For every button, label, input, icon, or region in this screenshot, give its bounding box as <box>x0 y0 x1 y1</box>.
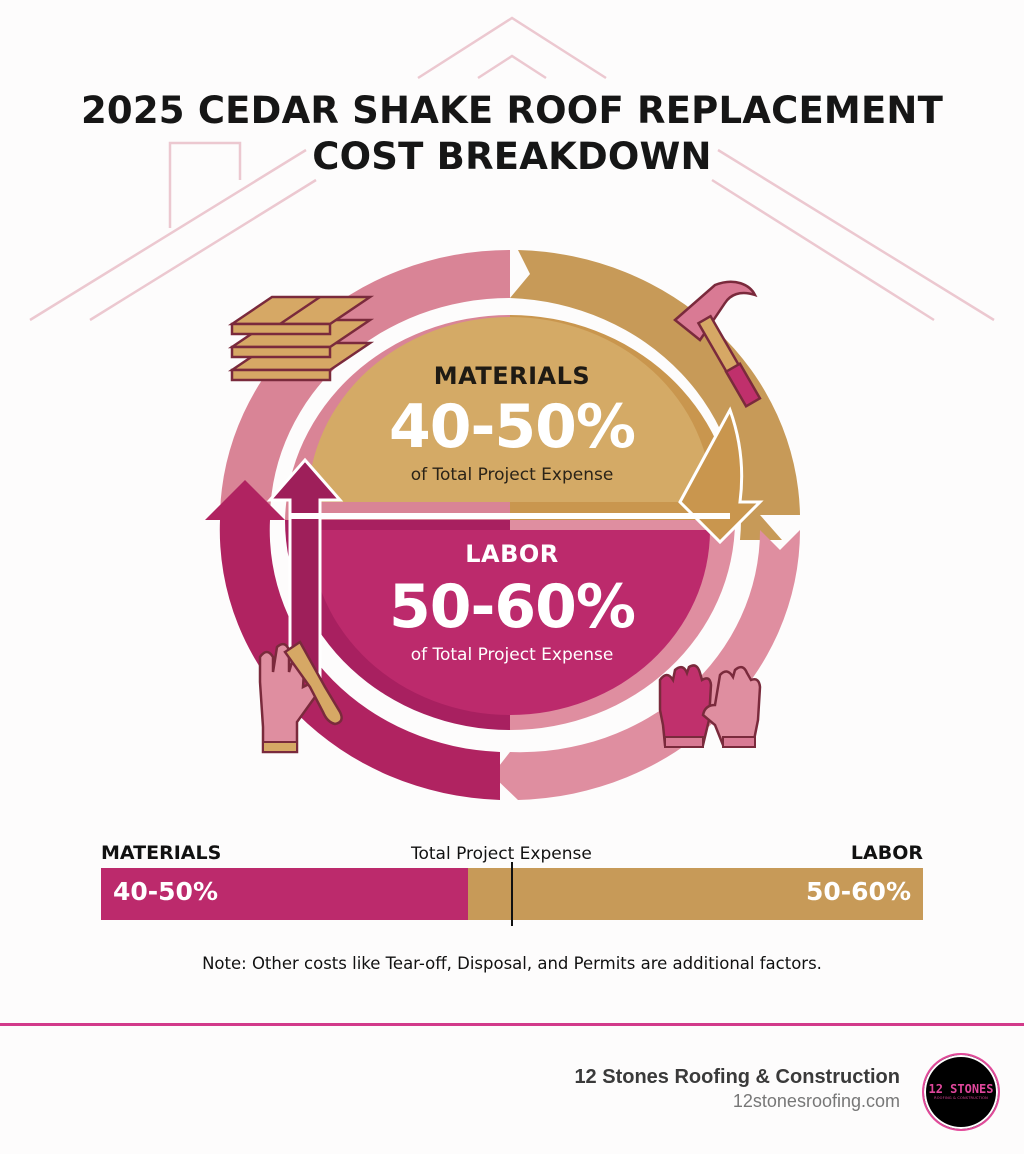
materials-subtext: of Total Project Expense <box>410 465 614 485</box>
company-logo: 12 STONES ROOFING & CONSTRUCTION <box>922 1053 1000 1131</box>
bar-materials-segment: 40-50% <box>101 868 468 920</box>
materials-percent: 40-50% <box>388 392 636 462</box>
labor-percent: 50-60% <box>388 572 636 642</box>
logo-subtext: ROOFING & CONSTRUCTION <box>934 1096 988 1100</box>
house-outline-background <box>29 16 995 322</box>
bar-materials-value: 40-50% <box>113 877 219 906</box>
expense-bar-chart: MATERIALS Total Project Expense LABOR 40… <box>101 838 923 926</box>
footnote: Note: Other costs like Tear-off, Disposa… <box>202 954 822 973</box>
inner-circle <box>266 315 764 730</box>
company-name: 12 Stones Roofing & Construction <box>574 1066 900 1088</box>
title-line-1: 2025 CEDAR SHAKE ROOF REPLACEMENT <box>80 89 944 132</box>
cost-donut-chart <box>205 250 801 800</box>
company-url[interactable]: 12stonesroofing.com <box>732 1091 900 1111</box>
materials-segment <box>308 317 712 502</box>
gloved-hand-with-tool-icon <box>258 640 343 754</box>
bar-total-label: Total Project Expense <box>411 844 592 864</box>
work-gloves-icon <box>658 664 762 748</box>
bar-labor-label: LABOR <box>850 842 923 864</box>
bar-divider-line <box>511 862 513 926</box>
lumber-planks-icon <box>227 295 375 382</box>
title-line-2: COST BREAKDOWN <box>312 135 712 178</box>
logo-text: 12 STONES <box>928 1082 994 1096</box>
footer-divider <box>0 1023 1024 1026</box>
labor-segment <box>310 530 710 715</box>
labor-subtext: of Total Project Expense <box>410 645 614 665</box>
bar-labor-value: 50-60% <box>805 877 911 906</box>
bar-materials-label: MATERIALS <box>101 842 222 864</box>
bar-labor-segment: 50-60% <box>468 868 923 920</box>
hammer-icon <box>673 280 762 409</box>
labor-label: LABOR <box>465 540 559 568</box>
page-title: 2025 CEDAR SHAKE ROOF REPLACEMENT COST B… <box>0 88 1024 180</box>
materials-label: MATERIALS <box>433 362 591 390</box>
